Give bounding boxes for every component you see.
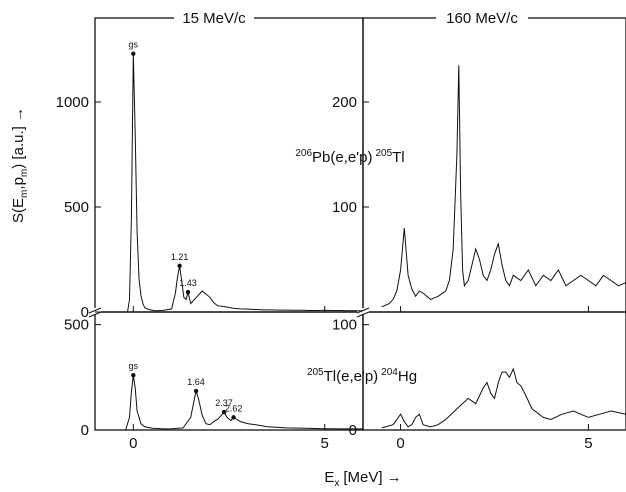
column-title-160: 160 MeV/c (446, 10, 518, 27)
peak-label: gs (129, 361, 139, 371)
peak-label: 1.21 (171, 252, 189, 262)
y-tick-label: 500 (64, 199, 89, 216)
y-title-part: S(E (10, 198, 27, 223)
reaction-residual: Tl (392, 149, 405, 166)
y-tick-label: 100 (332, 317, 357, 334)
x-title-unit: [MeV] → (343, 469, 401, 486)
peak-label: 1.64 (187, 377, 205, 387)
spectrum-line (127, 53, 364, 313)
x-title-sub: x (334, 478, 339, 489)
y-title-sub: m (19, 190, 30, 198)
y-title-unit: ) [a.u.] → (10, 107, 27, 169)
mass-number-a: 205 (307, 367, 324, 378)
reaction-label-tl: 205Tl(e,e'p) 204Hg (307, 367, 417, 385)
x-tick-label: 0 (129, 435, 137, 452)
y-axis-title: S(Em,pm) [a.u.] → (10, 107, 30, 223)
reaction-residual: Hg (398, 368, 417, 385)
peak-label: gs (129, 40, 139, 50)
y-tick-label: 0 (81, 304, 89, 321)
frame-tl-160 (362, 311, 626, 431)
peak-label: 2.62 (225, 403, 243, 413)
y-title-sub: m (19, 169, 30, 177)
y-title-part: ,p (10, 177, 27, 190)
peak-marker (193, 388, 199, 394)
peak-label: 2.37 (215, 398, 233, 408)
x-axis-title: Ex [MeV] → (324, 469, 401, 489)
y-tick-label: 500 (64, 317, 89, 334)
peak-marker (131, 51, 136, 56)
mass-number-b: 205 (375, 148, 392, 159)
peak-marker (185, 289, 191, 295)
axis-break-left (88, 307, 102, 318)
x-tick-label: 5 (321, 435, 329, 452)
y-tick-label: 100 (332, 199, 357, 216)
spectrum-line (381, 367, 626, 429)
y-tick-label: 0 (349, 422, 357, 439)
spectrum-line (125, 375, 363, 431)
y-tick-label: 1000 (56, 94, 89, 111)
x-tick-label: 0 (396, 435, 404, 452)
mass-number-a: 206 (295, 148, 312, 159)
x-title-part: E (324, 469, 334, 486)
peak-marker (231, 415, 236, 420)
peak-marker (221, 409, 227, 415)
y-tick-label: 200 (332, 94, 357, 111)
reaction-target: Pb(e,e'p) (312, 149, 372, 166)
column-title-15: 15 MeV/c (182, 10, 246, 27)
peak-label: 1.43 (179, 278, 197, 288)
reaction-target: Tl(e,e'p) (324, 368, 379, 385)
spectrum-line (381, 65, 626, 308)
reaction-label-pb: 206Pb(e,e'p) 205Tl (295, 148, 404, 166)
x-tick-label: 5 (584, 435, 592, 452)
mass-number-b: 204 (381, 367, 398, 378)
peak-marker (177, 263, 182, 268)
peak-marker (131, 373, 136, 378)
y-tick-label: 0 (81, 422, 89, 439)
